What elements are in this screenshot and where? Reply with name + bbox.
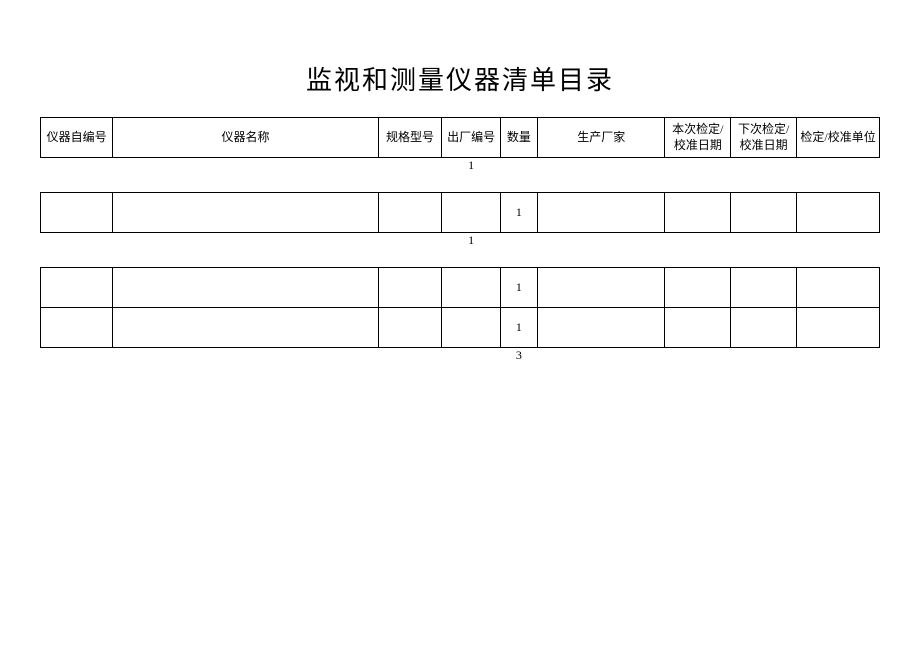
- cell-spec: [378, 193, 442, 233]
- cell-unit: [797, 268, 880, 308]
- table-row: 1: [41, 193, 880, 233]
- section-footer-label: 1: [442, 233, 500, 253]
- col-header-name: 仪器名称: [113, 118, 379, 158]
- page-title: 监视和测量仪器清单目录: [40, 60, 880, 97]
- table-row: 1: [41, 308, 880, 348]
- cell-mfr: [537, 308, 664, 348]
- cell-factory-no: [442, 193, 500, 233]
- section-footer-row: 1: [41, 158, 880, 178]
- cell-factory-no: [442, 308, 500, 348]
- cell-mfr: [537, 193, 664, 233]
- cell-this-date: [665, 268, 731, 308]
- col-header-qty: 数量: [500, 118, 537, 158]
- cell-this-date: [665, 193, 731, 233]
- instrument-table-section: 1 1: [40, 192, 880, 252]
- instrument-table-section: 1 1 3: [40, 267, 880, 367]
- cell-factory-no: [442, 268, 500, 308]
- section-footer-label: 1: [442, 158, 500, 178]
- cell-spec: [378, 308, 442, 348]
- cell-name: [113, 193, 379, 233]
- cell-this-date: [665, 308, 731, 348]
- cell-unit: [797, 193, 880, 233]
- cell-mfr: [537, 268, 664, 308]
- col-header-this-date: 本次检定/校准日期: [665, 118, 731, 158]
- table-header-row: 仪器自编号 仪器名称 规格型号 出厂编号 数量 生产厂家 本次检定/校准日期 下…: [41, 118, 880, 158]
- cell-id: [41, 268, 113, 308]
- section-footer-label: 3: [500, 348, 537, 368]
- section-footer-row: 1: [41, 233, 880, 253]
- col-header-mfr: 生产厂家: [537, 118, 664, 158]
- col-header-id: 仪器自编号: [41, 118, 113, 158]
- cell-next-date: [731, 193, 797, 233]
- cell-id: [41, 308, 113, 348]
- cell-next-date: [731, 308, 797, 348]
- cell-id: [41, 193, 113, 233]
- col-header-spec: 规格型号: [378, 118, 442, 158]
- col-header-next-date: 下次检定/校准日期: [731, 118, 797, 158]
- cell-qty: 1: [500, 268, 537, 308]
- section-footer-row: 3: [41, 348, 880, 368]
- cell-qty: 1: [500, 193, 537, 233]
- table-row: 1: [41, 268, 880, 308]
- instrument-table: 仪器自编号 仪器名称 规格型号 出厂编号 数量 生产厂家 本次检定/校准日期 下…: [40, 117, 880, 177]
- cell-qty: 1: [500, 308, 537, 348]
- cell-unit: [797, 308, 880, 348]
- cell-spec: [378, 268, 442, 308]
- cell-next-date: [731, 268, 797, 308]
- cell-name: [113, 268, 379, 308]
- cell-name: [113, 308, 379, 348]
- col-header-factory-no: 出厂编号: [442, 118, 500, 158]
- col-header-unit: 检定/校准单位: [797, 118, 880, 158]
